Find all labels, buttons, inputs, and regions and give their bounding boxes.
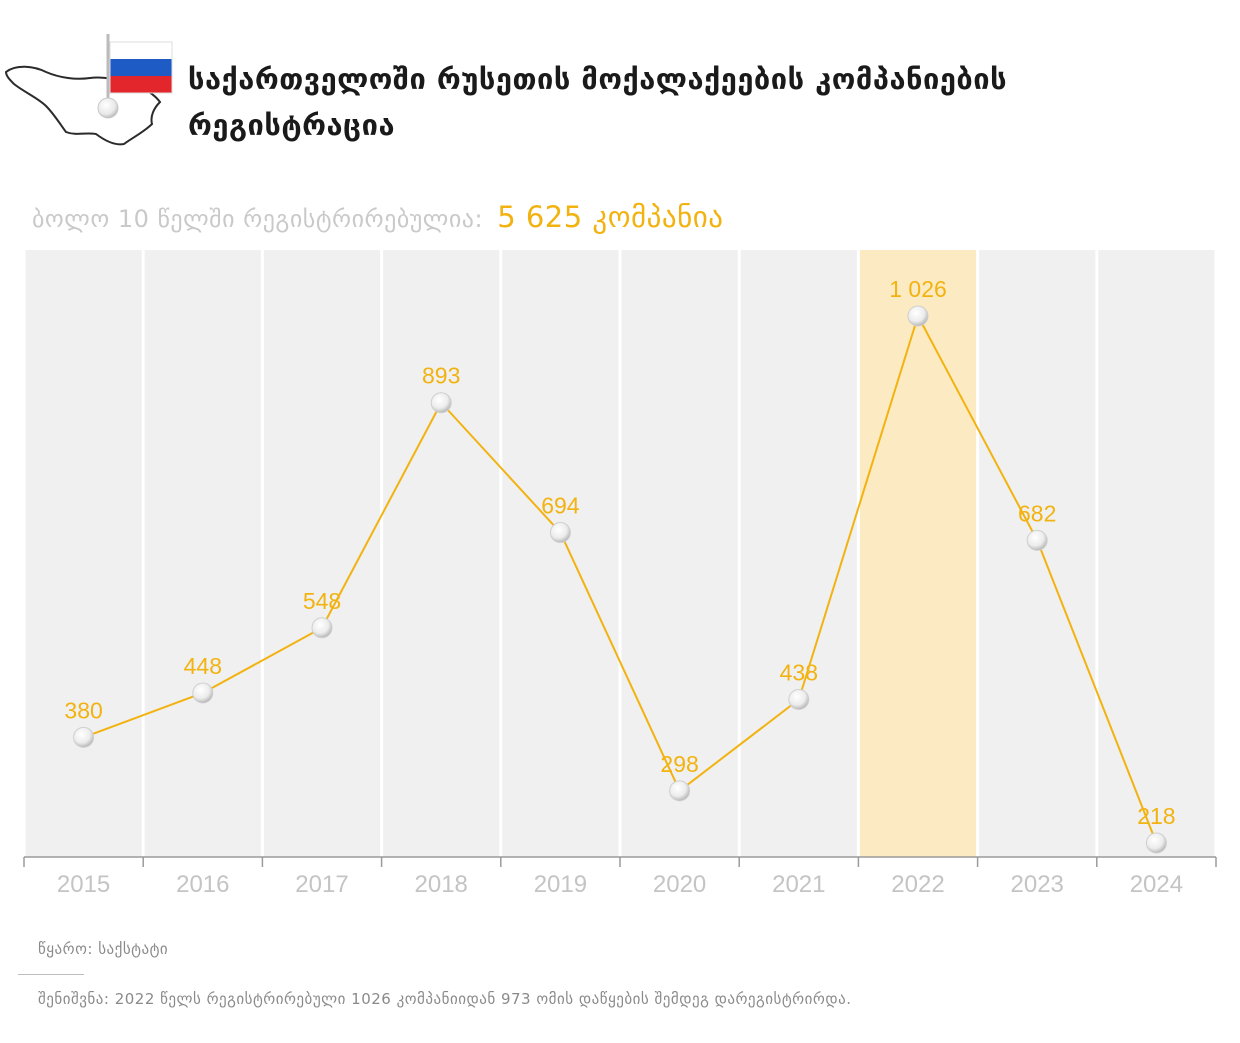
data-label-2015: 380	[64, 697, 102, 723]
flag-white-stripe	[110, 42, 172, 59]
map-pin	[97, 97, 119, 119]
x-tick-label-2023: 2023	[1011, 871, 1064, 898]
data-point-2017	[311, 617, 333, 639]
column-2017	[263, 250, 381, 857]
column-2024	[1098, 250, 1215, 857]
flag-red-stripe	[110, 76, 172, 93]
data-label-2022: 1 026	[889, 276, 947, 302]
summary-line: ბოლო 10 წელში რეგისტრირებულია: 5 625 კომ…	[32, 200, 724, 234]
data-label-2020: 298	[660, 751, 698, 777]
x-tick-label-2017: 2017	[295, 871, 348, 898]
summary-total: 5 625 კომპანია	[497, 200, 724, 234]
data-point-2015	[73, 726, 95, 748]
data-label-2021: 438	[780, 660, 818, 686]
data-point-2021	[788, 689, 810, 711]
flag-blue-stripe	[110, 59, 172, 76]
x-tick-label-2018: 2018	[415, 871, 468, 898]
data-label-2018: 893	[422, 363, 460, 389]
column-2020	[621, 250, 738, 857]
x-tick-label-2015: 2015	[57, 871, 110, 898]
column-2023	[979, 250, 1096, 857]
data-point-2023	[1026, 529, 1048, 551]
column-2021	[740, 250, 857, 857]
header: საქართველოში რუსეთის მოქალაქეების კომპან…	[0, 0, 1240, 170]
data-point-2018	[430, 392, 452, 414]
column-2015	[25, 250, 142, 857]
georgia-map-icon	[4, 34, 173, 146]
x-tick-label-2019: 2019	[534, 871, 587, 898]
data-point-2022	[907, 305, 929, 327]
x-tick-label-2020: 2020	[653, 871, 706, 898]
registrations-line-chart: 380 448 548 893 694 298 438 1 026 682 218 2015 2016…	[23, 250, 1217, 898]
data-label-2016: 448	[184, 653, 222, 679]
summary-label: ბოლო 10 წელში რეგისტრირებულია:	[32, 205, 484, 233]
data-point-2024	[1145, 832, 1167, 854]
column-2019	[502, 250, 619, 857]
source-text: წყარო: საქსტატი	[38, 940, 169, 958]
data-label-2024: 218	[1137, 803, 1175, 829]
column-2018	[383, 250, 500, 857]
x-tick-label-2021: 2021	[772, 871, 825, 898]
data-point-2019	[549, 522, 571, 544]
column-2016	[144, 250, 261, 857]
data-label-2017: 548	[303, 588, 341, 614]
x-tick-label-2016: 2016	[176, 871, 229, 898]
footer-divider	[18, 974, 84, 975]
x-tick-label-2024: 2024	[1130, 871, 1183, 898]
data-point-2016	[192, 682, 214, 704]
series-line	[83, 315, 1158, 844]
data-label-2023: 682	[1018, 500, 1056, 526]
page-title: საქართველოში რუსეთის მოქალაქეების კომპან…	[188, 62, 1008, 142]
footnote-text: შენიშვნა: 2022 წელს რეგისტრირებული 1026 …	[38, 990, 852, 1008]
x-tick-label-2022: 2022	[891, 871, 944, 898]
column-2022	[859, 250, 977, 857]
data-point-2020	[669, 780, 691, 802]
data-label-2019: 694	[541, 493, 580, 519]
